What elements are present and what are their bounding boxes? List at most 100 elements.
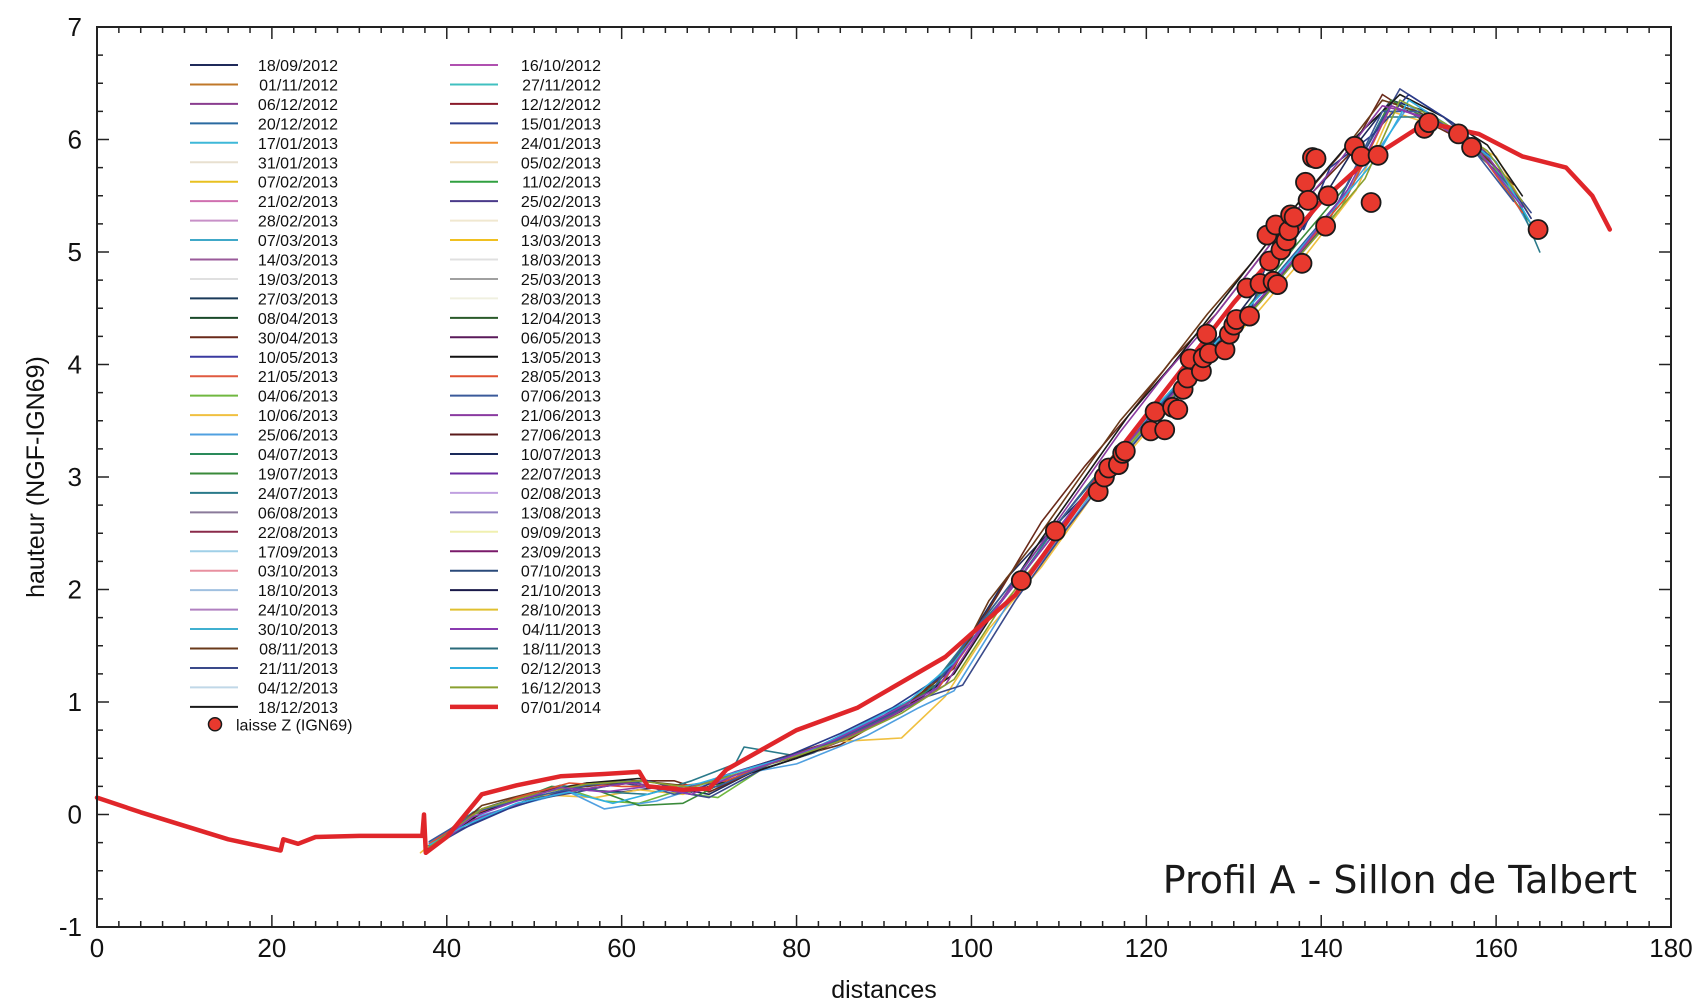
legend-label: 04/11/2013 [522,622,601,639]
legend-label: 07/03/2013 [258,233,338,250]
x-tick-label: 120 [1125,933,1168,963]
x-axis-title: distances [831,976,937,1004]
legend-label: 24/07/2013 [258,486,338,503]
legend-label: 03/10/2013 [258,564,338,581]
legend-label: 28/03/2013 [521,291,601,308]
legend-label: 08/11/2013 [259,642,338,659]
series-layer [94,88,1613,856]
x-tick-label: 100 [950,933,993,963]
y-tick-label: -1 [59,912,82,942]
legend-label: 19/07/2013 [258,466,338,483]
series-line-21-06-2013 [428,105,1524,851]
x-tick-labels: 0 20 40 60 80 100 120 140 160 180 [90,933,1693,963]
laisse-z-point [1267,274,1288,296]
legend-label-main: 07/01/2014 [521,700,601,717]
legend-label: 02/08/2013 [521,486,601,503]
legend-label: 09/09/2013 [521,525,601,542]
y-tick-label: 3 [68,462,82,492]
legend-label: 10/06/2013 [258,408,338,425]
legend-label: 13/03/2013 [521,233,601,250]
legend-label: 06/08/2013 [258,505,338,522]
legend-label: 30/10/2013 [258,622,338,639]
laisse-z-point [1239,305,1260,327]
legend-label: 25/03/2013 [521,272,601,289]
legend-label: 17/09/2013 [258,544,338,561]
laisse-z-point [1196,323,1218,345]
legend-label: 12/04/2013 [521,311,601,328]
legend-label: 13/05/2013 [521,350,601,367]
laisse-z-point [1154,419,1176,441]
legend-label: 18/11/2013 [522,642,601,659]
laisse-z-point [1114,440,1136,462]
laisse-z-point [1305,148,1327,170]
laisse-z-point [1418,112,1440,133]
profile-annotation: Profil A - Sillon de Talbert [1163,858,1637,902]
legend-label: 20/12/2012 [258,116,338,133]
legend-label: 17/01/2013 [258,136,338,153]
legend-label: 31/01/2013 [258,155,338,172]
legend-label: 25/02/2013 [521,194,601,211]
legend-label: 22/08/2013 [258,525,338,542]
x-tick-label: 160 [1474,933,1517,963]
legend-label: 04/06/2013 [258,389,338,406]
laisse-z-point [1283,206,1305,228]
legend-label: 05/02/2013 [521,155,601,172]
y-tick-label: 2 [68,575,82,605]
laisse-z-point [1315,215,1336,237]
laisse-z-point [1144,401,1166,423]
legend-label: 06/12/2012 [258,97,338,114]
y-tick-label: 6 [68,125,82,155]
legend-label: 21/02/2013 [258,194,338,211]
legend-label: 14/03/2013 [258,253,338,270]
legend-label: 07/06/2013 [521,389,601,406]
legend-label: 28/02/2013 [258,214,338,231]
legend-label: 16/12/2013 [521,680,601,697]
legend-label: 24/01/2013 [521,136,601,153]
laisse-z-point [1295,171,1316,193]
legend-label: 18/12/2013 [258,700,338,717]
legend-label: 27/06/2013 [521,428,601,445]
x-tick-label: 0 [90,933,104,963]
legend-label: 27/11/2012 [522,77,601,94]
laisse-z-points [1010,112,1549,591]
x-tick-label: 20 [257,933,286,963]
legend-label: 21/06/2013 [521,408,601,425]
legend-label: 04/12/2013 [258,680,338,697]
axis-ticks [96,26,1672,928]
laisse-z-point [1527,219,1549,240]
x-tick-label: 80 [782,933,811,963]
laisse-z-point [1297,189,1319,211]
y-tick-label: 0 [68,800,82,830]
legend-label: 10/05/2013 [258,350,338,367]
legend-label: 30/04/2013 [258,330,338,347]
x-tick-label: 60 [607,933,636,963]
laisse-z-point [1461,136,1482,158]
laisse-z-point [1045,520,1066,542]
legend-label: 19/03/2013 [258,272,338,289]
legend-label: 07/10/2013 [521,564,601,581]
legend-label: 22/07/2013 [521,466,601,483]
x-tick-label: 40 [432,933,461,963]
laisse-z-point [1360,192,1382,213]
y-tick-label: 7 [68,12,82,42]
legend-label: 15/01/2013 [521,116,601,133]
legend-label: 12/12/2012 [521,97,601,114]
x-tick-label: 140 [1300,933,1343,963]
legend-label: 23/09/2013 [521,544,601,561]
legend-label: 18/03/2013 [521,253,601,270]
laisse-z-point [1448,123,1469,145]
legend-label: 28/05/2013 [521,369,601,386]
legend-label: 04/07/2013 [258,447,338,464]
legend-label: 21/10/2013 [521,583,601,600]
y-tick-label: 4 [68,350,82,380]
y-axis-title: hauteur (NGF-IGN69) [22,356,50,598]
legend-label: 27/03/2013 [258,291,338,308]
legend-label: 07/02/2013 [258,175,338,192]
legend-label: 02/12/2013 [521,661,601,678]
y-tick-labels: -1 0 1 2 3 4 5 6 7 [59,12,82,942]
legend-label: 28/10/2013 [521,603,601,620]
legend-label: 11/02/2013 [522,175,601,192]
laisse-z-point [1167,399,1189,420]
legend-label: 25/06/2013 [258,428,338,445]
